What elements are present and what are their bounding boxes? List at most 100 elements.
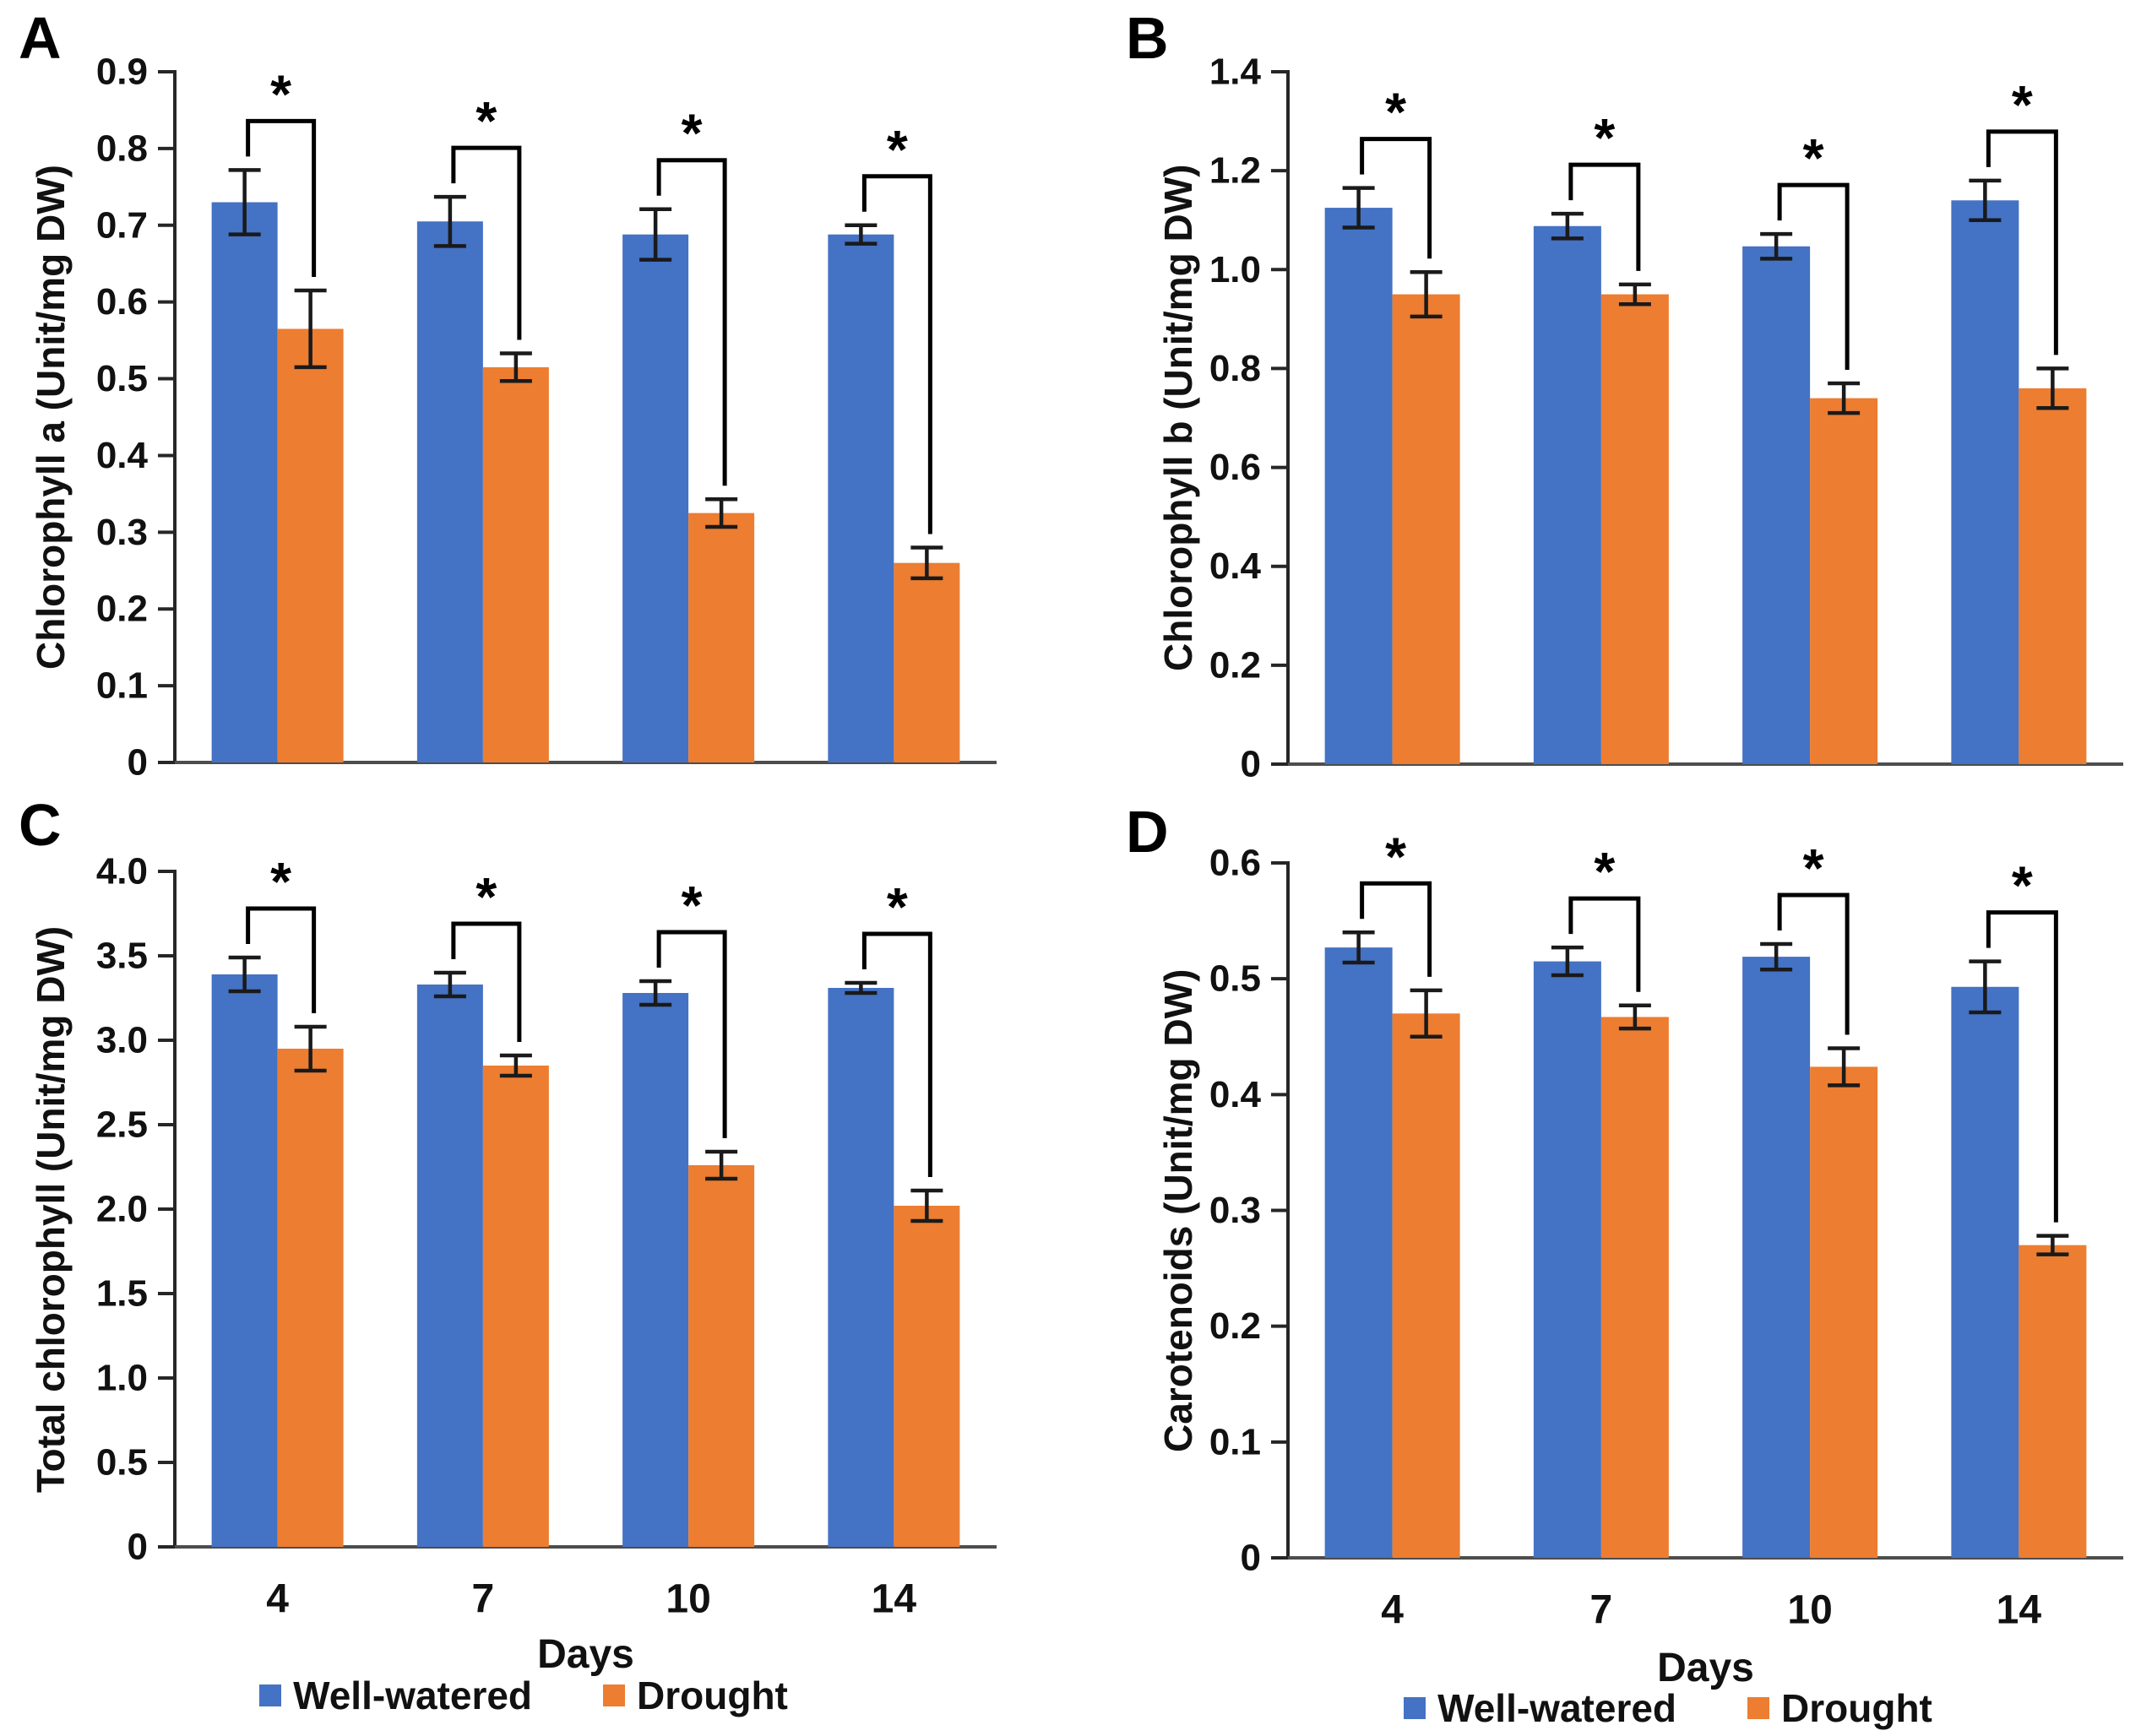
y-tick-label: 4.0 [96, 851, 148, 892]
y-tick-label: 1.5 [96, 1273, 148, 1315]
significance-bracket-day-10 [656, 930, 727, 1138]
significance-bracket-day-7 [1568, 162, 1641, 271]
y-tick-label: 0.5 [96, 358, 148, 399]
significance-asterisk-day-14: * [887, 119, 908, 180]
significance-bracket-day-10 [1777, 182, 1850, 370]
legend-item-drought: Drought [603, 1676, 788, 1715]
bar-drought-day-14 [894, 562, 960, 762]
bar-drought-day-7 [1600, 294, 1669, 765]
y-tick-label: 0.3 [96, 512, 148, 553]
bar-drought-day-7 [482, 366, 549, 762]
y-tick-label: 0 [1241, 744, 1261, 785]
y-tick-label: 0.5 [96, 1442, 148, 1484]
y-tick-label: 1.0 [96, 1358, 148, 1399]
panel-d-x-axis-title: Days [1657, 1646, 1754, 1690]
bar-well-watered-day-4 [211, 202, 278, 762]
x-tick-label: 7 [1590, 1588, 1613, 1633]
bar-drought-day-4 [1392, 1013, 1460, 1558]
y-tick-label: 3.5 [96, 936, 148, 977]
bar-well-watered-day-14 [1951, 200, 2019, 765]
x-tick-label: 10 [666, 1577, 710, 1622]
x-tick-label: 7 [472, 1577, 495, 1622]
significance-asterisk-day-4: * [270, 851, 291, 912]
panel-c-plot-area: 0 0.5 1.0 1.5 2.0 2.5 3.0 3.5 4.0 * 4 * 7 * 10 * 14 [96, 851, 997, 1622]
panel-c-x-axis-title: Days [537, 1632, 634, 1677]
panel-c-y-axis-title: Total chlorophyll (Unit/mg DW) [29, 925, 73, 1493]
y-tick-label: 0 [1241, 1538, 1261, 1579]
bar-drought-day-10 [1810, 1066, 1878, 1558]
panel-b-plot-area: 0 0.2 0.4 0.6 0.8 1.0 1.2 1.4 * * * * [1209, 52, 2123, 785]
y-tick-label: 0 [128, 742, 148, 784]
bar-drought-day-7 [1600, 1017, 1669, 1558]
significance-asterisk-day-7: * [475, 866, 497, 927]
y-tick-label: 0.9 [96, 52, 148, 93]
y-tick-label: 2.5 [96, 1104, 148, 1146]
bar-well-watered-day-7 [1533, 961, 1601, 1558]
y-tick-label: 0.4 [96, 435, 149, 476]
panel-d-y-axis-title: Carotenoids (Unit/mg DW) [1156, 968, 1200, 1452]
x-tick-label: 14 [1997, 1588, 2042, 1633]
bar-well-watered-day-10 [1742, 246, 1811, 764]
significance-asterisk-day-7: * [1594, 841, 1615, 902]
significance-bracket-day-4 [246, 906, 317, 1013]
bar-well-watered-day-14 [1951, 986, 2019, 1558]
significance-bracket-day-4 [1360, 881, 1432, 977]
bar-well-watered-day-10 [622, 993, 689, 1547]
legend-item-well-watered: Well-watered [259, 1676, 532, 1715]
panel-a-plot-area: 0 0.1 0.2 0.3 0.4 0.5 0.6 0.7 0.8 0.9 * * * * [96, 52, 997, 784]
y-tick-label: 0.6 [96, 281, 148, 323]
bar-well-watered-day-7 [416, 985, 483, 1547]
significance-asterisk-day-10: * [1803, 838, 1824, 898]
y-tick-label: 0.1 [96, 665, 148, 707]
y-tick-label: 0.4 [1209, 1074, 1262, 1115]
legend-item-well-watered: Well-watered [1404, 1689, 1676, 1728]
bar-drought-day-14 [2019, 1245, 2087, 1558]
drought-legend-label: Drought [1781, 1686, 1932, 1730]
significance-asterisk-day-14: * [887, 876, 908, 937]
significance-bracket-day-7 [1568, 896, 1641, 992]
bar-well-watered-day-14 [828, 234, 894, 762]
bar-drought-day-10 [688, 513, 755, 762]
significance-asterisk-day-14: * [2012, 74, 2033, 135]
panel-d-plot-area: 0 0.1 0.2 0.3 0.4 0.5 0.6 * 4 * 7 * 10 * 14 [1209, 826, 2123, 1633]
significance-asterisk-day-10: * [682, 875, 703, 936]
significance-bracket-day-4 [1360, 137, 1432, 259]
significance-asterisk-day-4: * [270, 63, 291, 124]
y-tick-label: 0.8 [1209, 348, 1261, 389]
drought-legend-label: Drought [637, 1674, 788, 1717]
significance-bracket-day-14 [1986, 129, 2058, 355]
well-watered-legend-label: Well-watered [1437, 1686, 1677, 1730]
bar-well-watered-day-14 [828, 988, 894, 1547]
legend-left: Well-watered Drought [135, 1672, 912, 1719]
bar-drought-day-4 [1392, 294, 1460, 765]
y-tick-label: 0.5 [1209, 958, 1261, 1000]
bar-drought-day-4 [277, 328, 344, 762]
bar-well-watered-day-4 [1324, 947, 1393, 1558]
significance-bracket-day-10 [656, 158, 727, 486]
y-tick-label: 0.2 [1209, 1305, 1261, 1347]
y-tick-label: 2.0 [96, 1189, 148, 1230]
well-watered-legend-label: Well-watered [293, 1674, 533, 1717]
y-tick-label: 0.6 [1209, 447, 1261, 488]
significance-asterisk-day-10: * [682, 103, 703, 164]
bar-drought-day-10 [688, 1165, 755, 1547]
significance-bracket-day-10 [1777, 892, 1850, 1035]
bar-well-watered-day-7 [416, 221, 483, 762]
significance-asterisk-day-14: * [2012, 855, 2033, 916]
y-tick-label: 0.6 [1209, 843, 1261, 884]
y-tick-label: 0 [128, 1527, 148, 1568]
bar-well-watered-day-10 [622, 234, 689, 762]
x-tick-label: 4 [266, 1577, 289, 1622]
significance-asterisk-day-4: * [1385, 826, 1406, 887]
y-tick-label: 1.4 [1209, 52, 1262, 93]
significance-asterisk-day-10: * [1803, 127, 1824, 188]
bar-drought-day-10 [1810, 398, 1878, 764]
bar-well-watered-day-10 [1742, 957, 1811, 1558]
panel-b-label: B [1126, 5, 1169, 71]
y-tick-label: 0.1 [1209, 1421, 1261, 1462]
y-tick-label: 1.0 [1209, 249, 1261, 290]
significance-bracket-day-7 [451, 145, 522, 340]
x-tick-label: 10 [1787, 1588, 1832, 1633]
panel-c-label: C [19, 792, 62, 858]
